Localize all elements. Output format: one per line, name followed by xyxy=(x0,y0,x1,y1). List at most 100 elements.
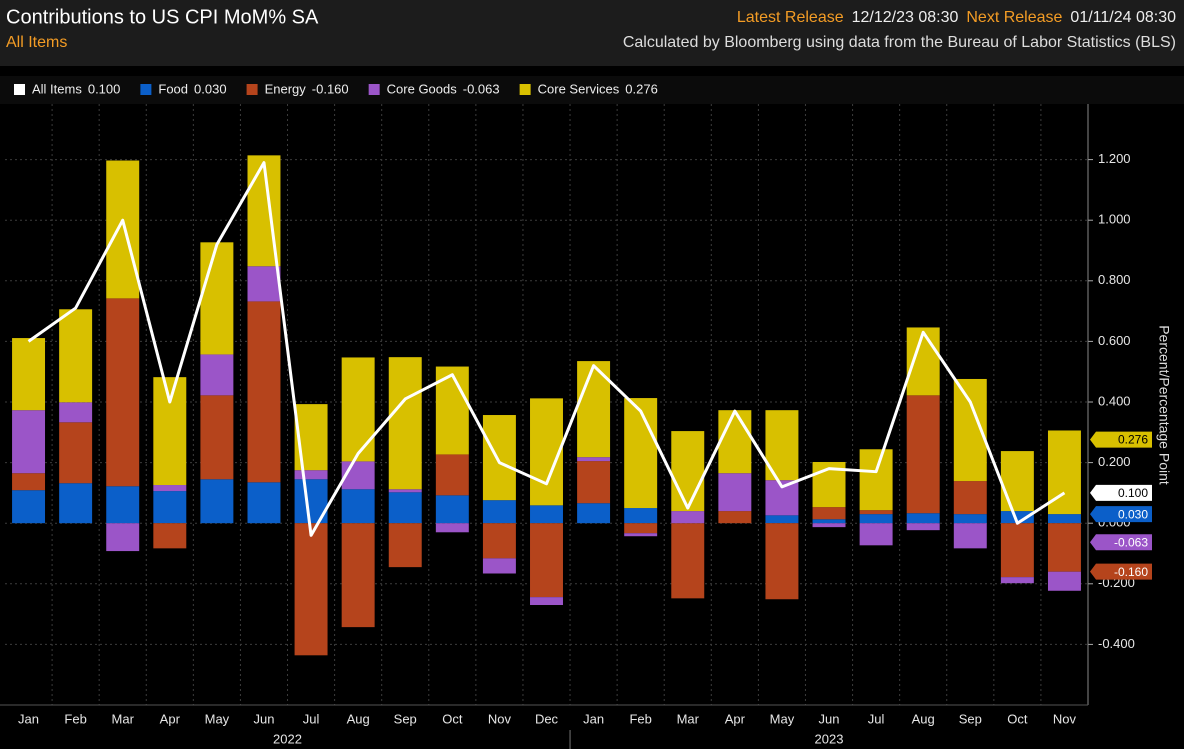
next-release: 01/11/24 08:30 xyxy=(1070,9,1176,26)
x-tick-label: Sep xyxy=(959,711,982,726)
bar xyxy=(341,523,375,628)
year-label: 2023 xyxy=(815,731,844,746)
bar xyxy=(953,481,987,515)
bar xyxy=(12,338,46,411)
bar xyxy=(530,523,563,598)
x-tick-label: Mar xyxy=(677,711,700,726)
bar xyxy=(247,266,281,302)
legend-value: -0.160 xyxy=(312,81,349,96)
legend-swatch xyxy=(519,84,531,95)
legend-swatch xyxy=(140,84,152,95)
x-tick-label: Oct xyxy=(1007,711,1028,726)
bar xyxy=(388,489,422,493)
legend-swatch xyxy=(14,84,25,95)
y-tick-label: 1.000 xyxy=(1098,212,1131,227)
bar xyxy=(12,410,46,474)
x-tick-label: Jan xyxy=(583,711,604,726)
x-tick-label: Jul xyxy=(303,711,320,726)
chart-subtitle: All Items xyxy=(6,34,67,51)
bar xyxy=(530,597,563,606)
bar xyxy=(435,523,469,533)
bar xyxy=(341,489,375,524)
bar xyxy=(435,495,469,524)
x-tick-label: May xyxy=(205,711,230,726)
bar xyxy=(530,398,563,506)
legend-label: All Items xyxy=(32,81,82,96)
bar xyxy=(624,508,658,524)
value-tag-label: -0.063 xyxy=(1114,535,1148,549)
bar xyxy=(906,327,940,396)
latest-release-label: Latest Release xyxy=(737,9,844,26)
y-tick-label: 0.600 xyxy=(1098,333,1131,348)
bar xyxy=(577,461,611,504)
bar xyxy=(812,519,846,524)
bar xyxy=(153,485,187,492)
bar xyxy=(482,523,516,559)
value-tag xyxy=(1090,484,1152,501)
bar xyxy=(859,510,893,515)
bar xyxy=(153,491,187,524)
bar xyxy=(482,558,516,574)
bar xyxy=(906,523,940,531)
bar xyxy=(200,395,234,480)
bar xyxy=(59,483,93,524)
x-tick-label: Apr xyxy=(160,711,181,726)
x-tick-label: Apr xyxy=(725,711,746,726)
next-release-label: Next Release xyxy=(966,9,1062,26)
bar xyxy=(59,422,93,484)
bar xyxy=(12,473,46,491)
bar xyxy=(1000,523,1034,578)
x-tick-label: Dec xyxy=(535,711,559,726)
bar xyxy=(341,357,375,462)
bar xyxy=(718,410,752,474)
x-tick-label: Nov xyxy=(1053,711,1077,726)
value-tag xyxy=(1090,563,1152,580)
legend-value: 0.030 xyxy=(194,81,227,96)
bar xyxy=(106,523,140,552)
bar xyxy=(153,377,187,486)
bar xyxy=(812,523,846,528)
x-tick-label: Mar xyxy=(112,711,135,726)
bar xyxy=(906,395,940,514)
bar xyxy=(200,242,234,355)
line xyxy=(27,161,1066,537)
bar xyxy=(906,513,940,524)
value-tag-label: 0.030 xyxy=(1118,507,1148,521)
bar xyxy=(1047,571,1081,591)
bar xyxy=(718,473,752,512)
legend-value: 0.100 xyxy=(88,81,121,96)
bar xyxy=(388,492,422,524)
legend-label: Energy xyxy=(265,81,307,96)
bar xyxy=(106,486,140,524)
y-tick-label: 1.200 xyxy=(1098,151,1131,166)
bar xyxy=(624,523,658,534)
y-tick-label: 0.400 xyxy=(1098,393,1131,408)
x-tick-label: Nov xyxy=(488,711,512,726)
bar xyxy=(859,523,893,546)
source: Calculated by Bloomberg using data from … xyxy=(623,34,1176,51)
value-tag xyxy=(1090,506,1152,523)
bar xyxy=(671,511,705,524)
bar xyxy=(59,402,93,423)
y-tick-label: 0.800 xyxy=(1098,272,1131,287)
bar xyxy=(247,301,281,483)
bar xyxy=(294,470,328,480)
x-tick-label: May xyxy=(770,711,795,726)
bar xyxy=(388,523,422,568)
x-tick-label: Oct xyxy=(442,711,463,726)
bar xyxy=(577,457,611,462)
x-tick-label: Jun xyxy=(253,711,274,726)
bar xyxy=(388,357,422,490)
bar xyxy=(294,523,328,656)
bar xyxy=(624,398,658,509)
legend-value: -0.063 xyxy=(463,81,500,96)
value-tag-label: 0.276 xyxy=(1118,433,1148,447)
bar xyxy=(1000,577,1034,584)
bar xyxy=(59,309,93,403)
bar xyxy=(671,431,705,512)
x-tick-label: Sep xyxy=(394,711,417,726)
bar xyxy=(671,523,705,599)
bar xyxy=(859,514,893,524)
